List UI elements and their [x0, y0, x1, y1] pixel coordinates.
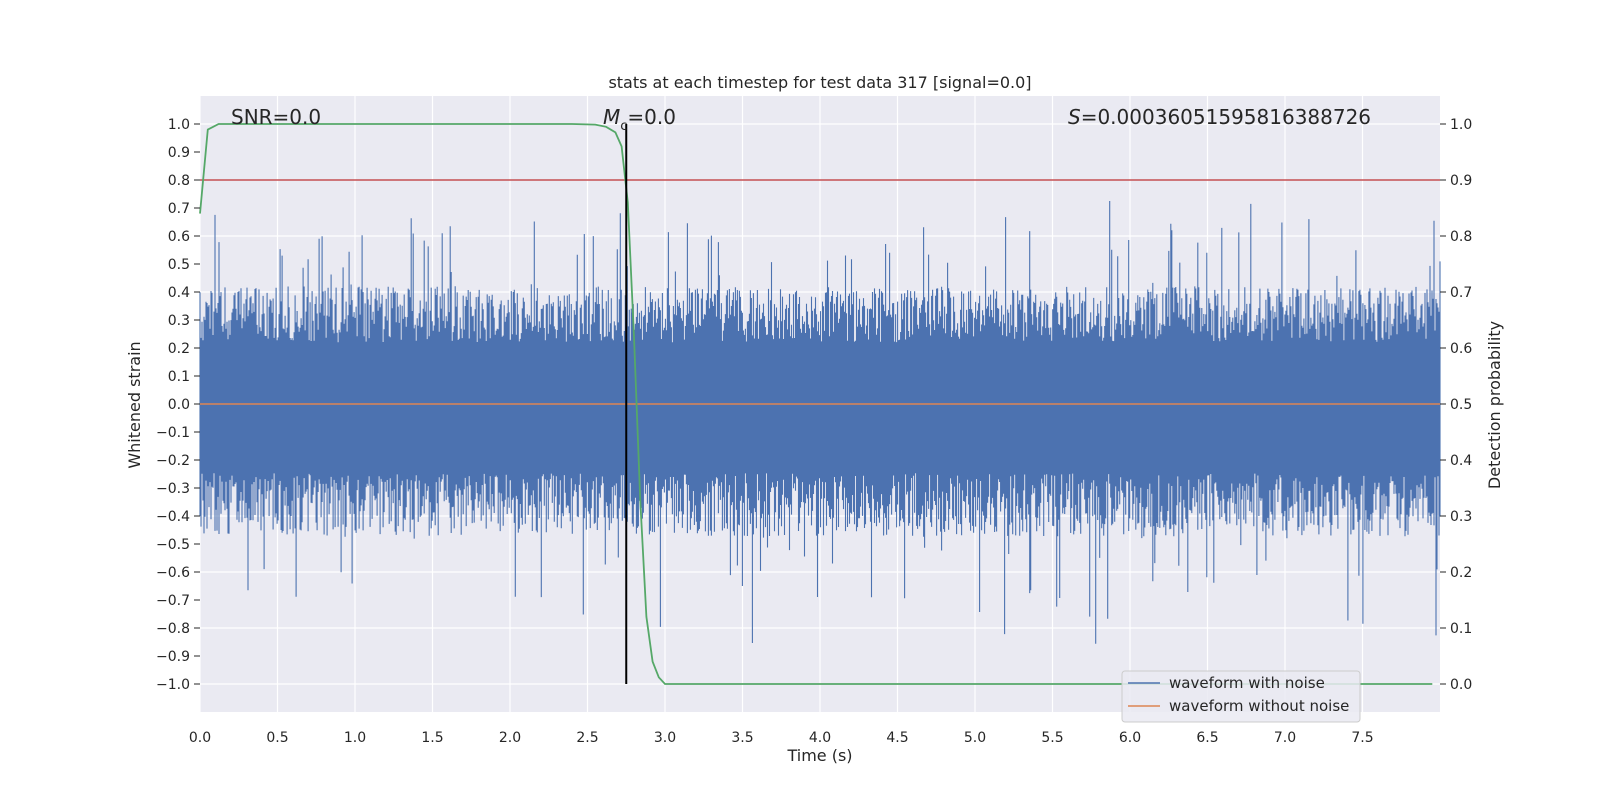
y2-tick-label: 0.8: [1450, 229, 1472, 245]
y-tick-label: 0.1: [168, 369, 190, 385]
x-tick-label: 4.5: [886, 730, 908, 746]
x-tick-label: 0.0: [189, 730, 211, 746]
y2-tick-label: 1.0: [1450, 117, 1472, 133]
x-tick-label: 0.5: [266, 730, 288, 746]
y-tick-label: 0.9: [168, 145, 190, 161]
x-tick-label: 3.0: [654, 730, 676, 746]
y-tick-label: 0.8: [168, 173, 190, 189]
y-tick-label: 0.4: [168, 285, 190, 301]
y-tick-label: −1.0: [156, 677, 190, 693]
y2-tick-label: 0.1: [1450, 621, 1472, 637]
y2-tick-label: 0.2: [1450, 565, 1472, 581]
y-tick-label: −0.2: [156, 453, 190, 469]
y2-tick-label: 0.0: [1450, 677, 1472, 693]
snr-annotation: SNR=0.0: [231, 105, 321, 129]
y-tick-label: −0.3: [156, 481, 190, 497]
chart-title: stats at each timestep for test data 317…: [608, 73, 1031, 92]
legend-box: [1121, 670, 1361, 723]
y-tick-label: −0.4: [156, 509, 190, 525]
overlay-series: [199, 123, 1440, 685]
x-tick-label: 2.0: [499, 730, 521, 746]
x-tick-label: 1.0: [344, 730, 366, 746]
y-tick-label: 1.0: [168, 117, 190, 133]
y-tick-label: −0.1: [156, 425, 190, 441]
x-tick-label: 1.5: [421, 730, 443, 746]
axis-ticks: 0.0 0.5 1.0 1.5 2.0 2.5 3.0 3.5 4.0 4.5 5.0 5.5 6.0 6…: [156, 117, 1472, 746]
x-tick-label: 6.0: [1119, 730, 1141, 746]
y2-tick-label: 0.6: [1450, 341, 1472, 357]
x-tick-label: 5.5: [1041, 730, 1063, 746]
legend-label-noise: waveform with noise: [1169, 674, 1325, 692]
x-tick-label: 3.5: [731, 730, 753, 746]
y-tick-label: −0.5: [156, 537, 190, 553]
chirp-mass-annotation: Mc=0.0: [603, 105, 676, 134]
y-tick-label: 0.3: [168, 313, 190, 329]
y-tick-label: 0.0: [168, 397, 190, 413]
x-tick-label: 4.0: [809, 730, 831, 746]
x-axis-label: Time (s): [786, 746, 852, 765]
x-tick-label: 7.5: [1351, 730, 1373, 746]
y2-tick-label: 0.7: [1450, 285, 1472, 301]
detection-probability-line: [199, 123, 1433, 685]
y2-tick-label: 0.4: [1450, 453, 1472, 469]
y-tick-label: 0.6: [168, 229, 190, 245]
legend: waveform with noise waveform without noi…: [1121, 670, 1361, 723]
y-tick-label: −0.6: [156, 565, 190, 581]
y-axis-label: Whitened strain: [125, 341, 144, 468]
x-tick-label: 6.5: [1196, 730, 1218, 746]
y-tick-label: 0.2: [168, 341, 190, 357]
y-tick-label: 0.5: [168, 257, 190, 273]
y2-tick-label: 0.9: [1450, 173, 1472, 189]
legend-label-clean: waveform without noise: [1169, 697, 1349, 715]
y2-tick-label: 0.3: [1450, 509, 1472, 525]
score-annotation: S=0.00036051595816388726: [1068, 105, 1371, 129]
x-tick-label: 5.0: [964, 730, 986, 746]
y2-tick-label: 0.5: [1450, 397, 1472, 413]
y-tick-label: −0.7: [156, 593, 190, 609]
x-tick-label: 2.5: [576, 730, 598, 746]
y-tick-label: −0.8: [156, 621, 190, 637]
y-tick-label: 0.7: [168, 201, 190, 217]
x-tick-label: 7.0: [1274, 730, 1296, 746]
y2-axis-label: Detection probability: [1485, 321, 1504, 489]
y-tick-label: −0.9: [156, 649, 190, 665]
